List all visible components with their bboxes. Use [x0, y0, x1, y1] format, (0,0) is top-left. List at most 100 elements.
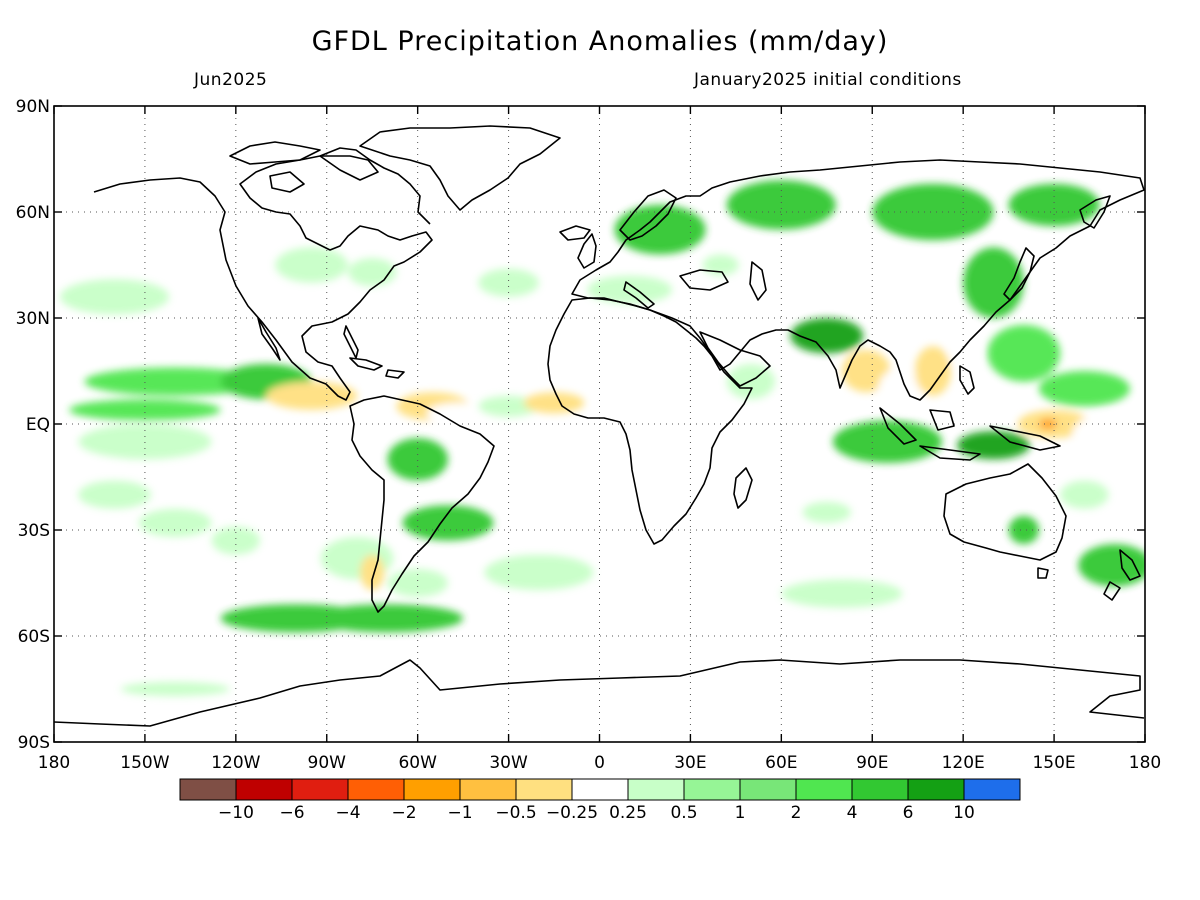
anomaly-region-29: [614, 205, 706, 255]
anomaly-region-23: [478, 268, 539, 297]
anomaly-region-31: [872, 183, 994, 241]
coastline-south-america: [349, 395, 495, 613]
x-tick-label: 30W: [489, 753, 528, 773]
anomaly-region-47: [987, 325, 1061, 382]
anomaly-region-46: [957, 431, 1030, 460]
anomaly-region-40: [878, 367, 927, 410]
colorbar-swatch: [963, 778, 1021, 801]
axis-ticks: 180 150W 120W 90W 60W 30W 0 30E 60E 90E 120E 150E 18…: [16, 97, 1162, 773]
colorbar-swatch: [683, 778, 741, 801]
colorbar-label: −1: [447, 803, 472, 823]
colorbar-swatch: [291, 778, 349, 801]
y-tick-label: 60N: [16, 203, 50, 223]
colorbar-swatch: [515, 778, 573, 801]
initial-conditions-label: January2025 initial conditions: [694, 70, 962, 90]
y-tick-label: 30N: [16, 309, 50, 329]
anomaly-region-19: [360, 554, 385, 591]
coastline-indonesia: [879, 407, 1061, 461]
colorbar-label: 4: [847, 803, 858, 823]
colorbar-swatch: [907, 778, 965, 801]
anomaly-region-42: [948, 335, 979, 371]
anomaly-region-49: [1038, 371, 1130, 407]
colorbar-label: 0.5: [670, 803, 697, 823]
y-tick-label: 30S: [18, 521, 50, 541]
anomaly-region-27: [587, 275, 673, 304]
x-tick-label: 150E: [1032, 753, 1075, 773]
x-tick-label: 120W: [211, 753, 260, 773]
anomaly-region-17: [387, 438, 449, 481]
colorbar-label: −4: [335, 803, 360, 823]
coastline-uk: [577, 233, 597, 269]
coastline-eurasia: [571, 159, 1145, 401]
coastline-kamchatka: [1079, 195, 1111, 229]
anomaly-region-7: [138, 508, 212, 537]
coastline-cuba: [349, 357, 405, 379]
y-tick-label: 90N: [16, 97, 50, 117]
colorbar-label: −2: [391, 803, 416, 823]
colorbar: −10 −6 −4 −2 −1 −0.5 −0.25 0.25 0.5 1 2 4 6 10: [179, 778, 1021, 823]
anomaly-region-37: [781, 579, 903, 608]
anomaly-region-33: [790, 318, 864, 354]
anomaly-region-21: [387, 568, 449, 598]
coastline-north-america: [93, 147, 433, 401]
anomaly-region-9: [275, 247, 348, 283]
colorbar-swatch: [347, 778, 405, 801]
anomaly-region-8: [211, 526, 260, 555]
colorbar-swatch: [179, 778, 237, 801]
anomaly-region-16: [523, 392, 585, 414]
chart-title: GFDL Precipitation Anomalies (mm/day): [311, 26, 889, 57]
y-tick-label: 60S: [18, 627, 50, 647]
coastline-antarctica: [54, 659, 1145, 727]
anomaly-region-30: [726, 180, 836, 230]
colorbar-swatch: [403, 778, 461, 801]
colorbar-swatch: [459, 778, 517, 801]
anomaly-region-6: [78, 480, 151, 509]
coastline-baja: [257, 317, 281, 361]
coastline-caspian: [749, 261, 767, 301]
anomaly-region-12: [266, 381, 358, 410]
y-tick-label: 90S: [18, 733, 50, 753]
coastline-black-sea: [679, 269, 729, 291]
anomaly-region-22: [484, 554, 594, 591]
anomaly-region-14: [426, 402, 488, 424]
coastline-new-zealand: [1103, 549, 1141, 601]
anomaly-region-50: [1078, 544, 1145, 587]
coastline-madagascar: [733, 467, 753, 509]
x-tick-label: 90W: [308, 753, 347, 773]
x-tick-label: 180: [38, 753, 70, 773]
coastline-tasmania: [1037, 567, 1049, 579]
colorbar-label: −6: [279, 803, 304, 823]
anomaly-region-41: [914, 346, 952, 396]
anomaly-region-52: [1060, 480, 1109, 509]
anomaly-region-2: [69, 399, 221, 421]
coastline-australia: [943, 463, 1067, 561]
forecast-month: Jun2025: [194, 70, 268, 90]
coastlines: [54, 125, 1145, 727]
anomaly-region-45: [1072, 413, 1145, 456]
x-tick-label: 0: [594, 753, 605, 773]
colorbar-swatch: [795, 778, 853, 801]
colorbar-label: −0.5: [495, 803, 536, 823]
anomaly-region-38: [832, 420, 943, 463]
colorbar-label: 0.25: [609, 803, 647, 823]
anomaly-region-44: [1038, 418, 1058, 430]
coastline-philippines: [959, 365, 975, 395]
coastline-arctic-islands: [229, 141, 379, 193]
coastline-japan: [1003, 247, 1035, 301]
coastline-iceland: [559, 225, 591, 241]
coastline-scandinavia: [619, 189, 677, 241]
anomaly-field: [54, 180, 1145, 697]
colorbar-swatch: [235, 778, 293, 801]
colorbar-label: 1: [735, 803, 746, 823]
x-tick-label: 180: [1129, 753, 1161, 773]
anomaly-region-3: [84, 367, 267, 396]
anomaly-region-5: [60, 279, 170, 315]
anomaly-region-26: [120, 681, 230, 697]
anomaly-region-32: [1008, 183, 1100, 227]
anomaly-region-51: [1008, 515, 1039, 545]
colorbar-label: −0.25: [546, 803, 598, 823]
anomaly-region-20: [402, 505, 494, 541]
anomaly-region-25: [220, 604, 373, 633]
coastline-greenland: [359, 125, 561, 211]
